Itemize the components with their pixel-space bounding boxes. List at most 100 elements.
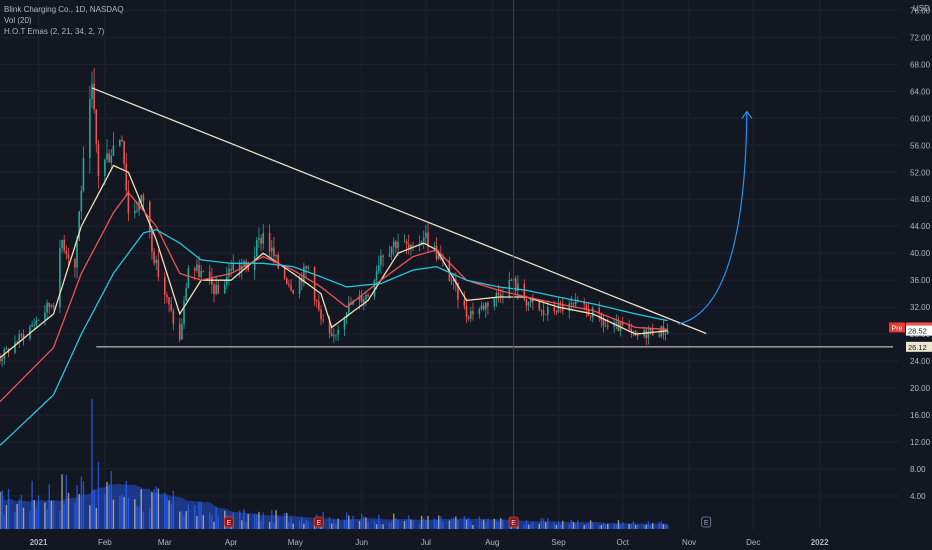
volume-bar xyxy=(388,523,391,529)
candle-body xyxy=(343,317,346,330)
pre-label: Pre xyxy=(892,325,903,332)
indicator-legend[interactable]: H.O.T Emas (2, 21, 34, 2, 7) xyxy=(4,27,105,36)
candle-body xyxy=(604,325,607,327)
candle-body xyxy=(427,232,429,247)
volume-bar xyxy=(352,515,354,529)
volume-bar xyxy=(185,511,187,529)
candle-body xyxy=(322,319,324,321)
volume-bar xyxy=(418,524,421,529)
volume-bar xyxy=(108,484,110,529)
candle-body xyxy=(499,294,502,298)
volume-bar xyxy=(553,523,555,529)
candle-body xyxy=(93,83,95,110)
volume-bar xyxy=(465,519,468,529)
volume-bar xyxy=(574,523,577,529)
volume-bar xyxy=(592,522,594,529)
descending-trendline xyxy=(91,87,707,335)
volume-legend[interactable]: Vol (20) xyxy=(4,16,32,25)
candle-body xyxy=(46,302,48,313)
volume-bar xyxy=(617,520,620,529)
volume-bar xyxy=(31,480,33,529)
volume-bar xyxy=(18,499,20,529)
candle-body xyxy=(649,327,652,332)
candle-body xyxy=(360,295,363,303)
candle-body xyxy=(397,242,399,248)
volume-bar xyxy=(112,499,115,529)
candle-body xyxy=(196,264,198,271)
candle-body xyxy=(365,294,367,300)
volume-bar xyxy=(622,522,624,529)
volume-bar xyxy=(435,520,438,529)
volume-bar xyxy=(121,493,123,529)
volume-bar xyxy=(487,518,489,529)
volume-bar xyxy=(149,508,151,529)
candle-body xyxy=(615,321,618,323)
candle-body xyxy=(658,335,660,337)
volume-bar xyxy=(583,525,585,529)
candle-body xyxy=(260,237,262,244)
candle-body xyxy=(48,302,51,307)
candle-body xyxy=(377,265,380,271)
last-price-badge xyxy=(906,325,932,336)
support-price: 26.12 xyxy=(908,343,927,352)
candle-body xyxy=(305,266,307,269)
volume-bar xyxy=(33,500,35,529)
candle-body xyxy=(478,308,481,315)
candle-body xyxy=(35,320,38,325)
volume-bar xyxy=(172,490,175,529)
volume-bar xyxy=(20,494,23,529)
candle-body xyxy=(112,145,115,156)
volume-bar xyxy=(65,474,68,529)
candle-body xyxy=(510,279,513,281)
time-axis-background xyxy=(0,536,932,550)
candle-body xyxy=(230,268,232,271)
candle-body xyxy=(136,210,138,212)
candle-body xyxy=(600,313,603,321)
volume-bar xyxy=(390,521,393,529)
candle-body xyxy=(59,248,61,308)
volume-bar xyxy=(478,516,481,529)
volume-bar xyxy=(545,522,547,529)
month-label: Sep xyxy=(551,538,566,547)
volume-bar xyxy=(196,515,198,529)
volume-bar xyxy=(140,489,142,529)
candle-body xyxy=(591,308,594,318)
volume-bar xyxy=(127,497,130,529)
volume-bar xyxy=(16,504,18,529)
volume-bar xyxy=(363,516,365,529)
volume-bar xyxy=(67,492,70,529)
candle-body xyxy=(577,301,579,303)
volume-bar xyxy=(5,505,8,529)
candle-body xyxy=(628,324,630,329)
volume-bar xyxy=(134,499,136,529)
volume-bar xyxy=(271,509,273,529)
volume-bar xyxy=(559,524,562,529)
candle-body xyxy=(495,292,498,299)
projection-arrow xyxy=(678,111,748,325)
candle-body xyxy=(283,268,286,279)
volume-bar xyxy=(7,488,10,529)
symbol-title[interactable]: Blink Charging Co., 1D, NASDAQ xyxy=(4,5,124,14)
candle-body xyxy=(178,323,181,340)
volume-bar xyxy=(572,522,575,529)
candle-body xyxy=(78,211,80,241)
volume-bar xyxy=(345,512,348,529)
candle-body xyxy=(20,334,23,335)
candle-body xyxy=(292,290,294,294)
candle-body xyxy=(412,245,414,246)
candle-body xyxy=(149,201,151,231)
earnings-label: E xyxy=(227,520,232,527)
volume-bar xyxy=(211,515,213,529)
volume-bar xyxy=(333,519,335,529)
volume-bar xyxy=(482,519,485,529)
chart-legend: Blink Charging Co., 1D, NASDAQ Vol (20) … xyxy=(4,4,124,37)
earnings-marker: E xyxy=(508,516,519,528)
volume-bar xyxy=(74,502,76,529)
candle-body xyxy=(380,255,382,266)
volume-bar xyxy=(412,520,414,529)
candle-body xyxy=(31,324,33,327)
volume-bar xyxy=(194,505,196,529)
earnings-marker: E xyxy=(224,516,234,528)
candle-body xyxy=(155,259,158,264)
